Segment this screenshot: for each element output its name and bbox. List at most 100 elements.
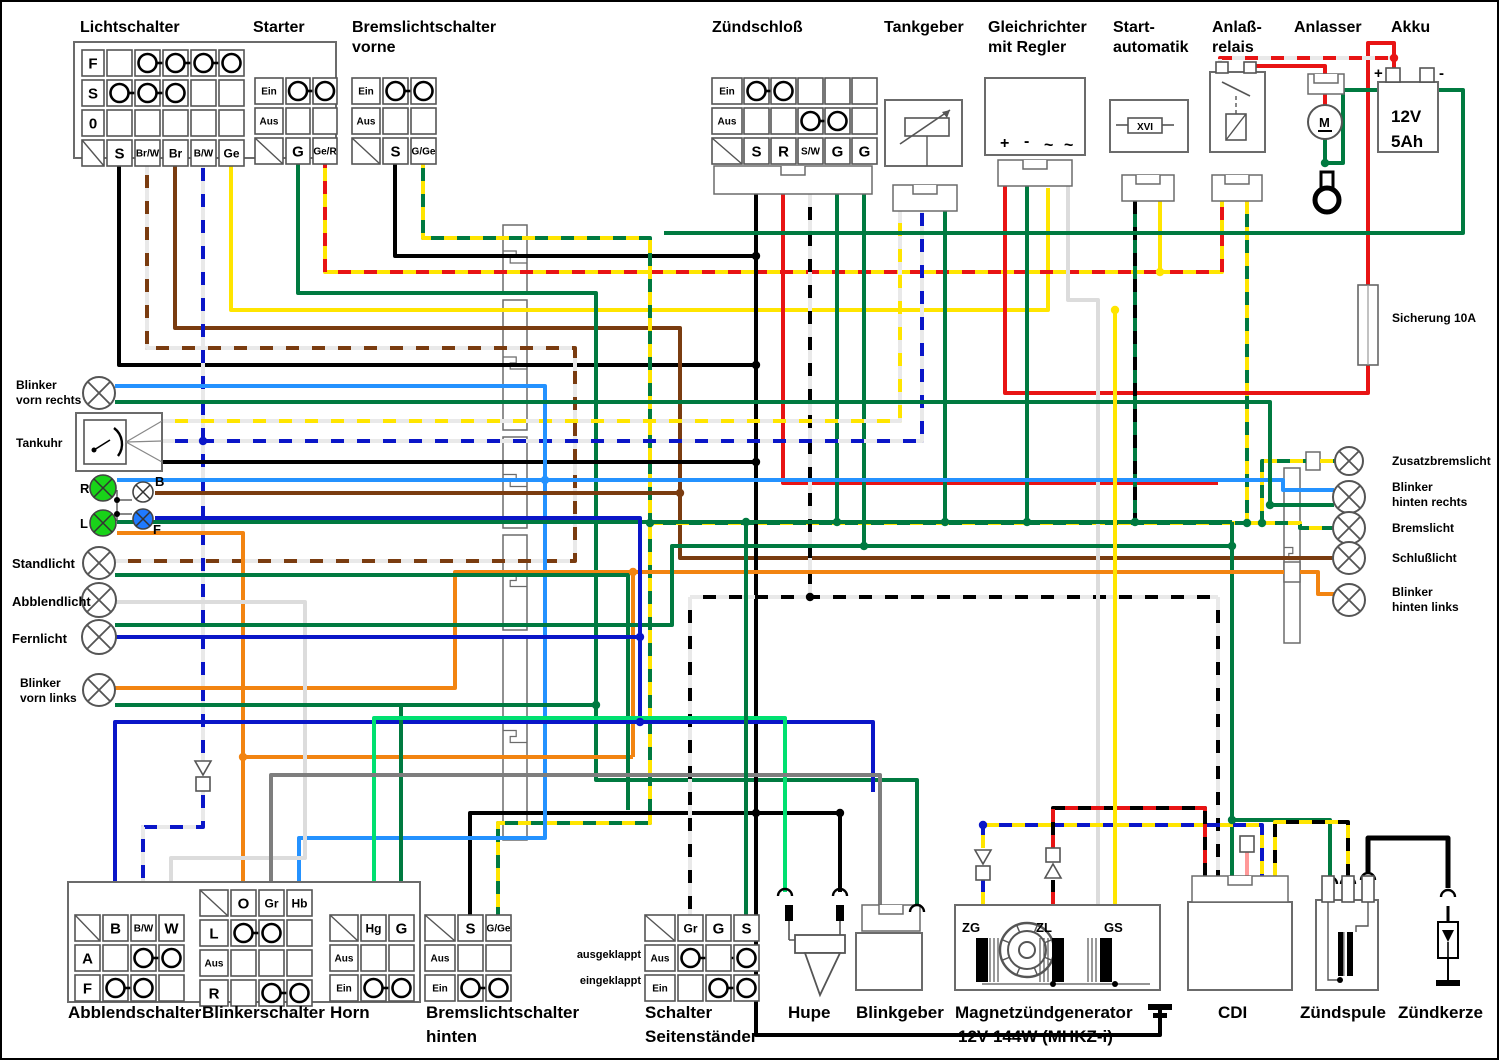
svg-text:+: +	[1000, 135, 1009, 152]
svg-text:G: G	[859, 143, 871, 160]
anlassrelais-connector	[1211, 174, 1263, 202]
bremslichtschalter-vorne-grid: Ein Aus S G/Ge	[351, 77, 437, 165]
svg-text:Tankuhr: Tankuhr	[16, 436, 63, 450]
svg-text:Starter: Starter	[253, 19, 305, 36]
svg-text:S: S	[114, 145, 124, 162]
svg-text:Aus: Aus	[260, 117, 279, 128]
svg-text:Ge: Ge	[223, 146, 239, 160]
wire-bremslicht-bus	[650, 459, 1306, 525]
svg-text:hinten links: hinten links	[1392, 600, 1459, 614]
svg-text:hinten rechts: hinten rechts	[1392, 495, 1468, 509]
wire-gleich-weiss	[1066, 186, 1100, 905]
svg-text:B/W: B/W	[194, 149, 214, 160]
svg-text:Ein: Ein	[336, 984, 352, 995]
svg-text:S: S	[465, 920, 475, 937]
svg-text:Abblendschalter: Abblendschalter	[68, 1003, 202, 1022]
svg-text:relais: relais	[1212, 39, 1254, 56]
startautomatik-symbol: XVI	[1116, 117, 1174, 134]
wire-brems-hupe-schwarz	[468, 811, 842, 915]
svg-text:Blinker: Blinker	[16, 378, 57, 392]
wire-licht-s-schwarz	[117, 155, 756, 367]
wire-bremsv-schwarz	[393, 155, 756, 258]
svg-text:Blinker: Blinker	[1392, 480, 1433, 494]
abblendschalter-grid: B B/W W AF	[74, 914, 185, 1002]
svg-text:Standlicht: Standlicht	[12, 556, 76, 571]
svg-text:Anlasser: Anlasser	[1294, 19, 1362, 36]
svg-text:Aus: Aus	[335, 954, 354, 965]
hupe-symbol	[785, 905, 846, 998]
svg-text:~: ~	[1044, 137, 1053, 154]
standlicht-lamp	[82, 546, 116, 580]
svg-text:Ein: Ein	[719, 87, 735, 98]
blinker-vorn-links-lamp	[82, 673, 116, 707]
anlasser-motor	[1307, 104, 1343, 215]
svg-text:Aus: Aus	[357, 117, 376, 128]
wire-blinkgeber-grau	[269, 773, 882, 905]
svg-text:B/W: B/W	[134, 924, 154, 935]
wire-gleich-rot-sicherung	[1003, 186, 1370, 395]
akku-box	[1377, 81, 1439, 153]
svg-text:S: S	[741, 920, 751, 937]
svg-text:Ein: Ein	[358, 87, 374, 98]
svg-text:~: ~	[1064, 137, 1073, 154]
svg-text:Gr: Gr	[683, 921, 697, 935]
svg-text:mit Regler: mit Regler	[988, 39, 1066, 56]
svg-text:Seitenständer: Seitenständer	[645, 1027, 758, 1046]
svg-text:-: -	[1439, 65, 1444, 82]
wires	[113, 41, 1465, 1037]
svg-text:Aus: Aus	[431, 954, 450, 965]
bremslicht-lamp	[1332, 511, 1366, 545]
blinkgeber-box	[855, 932, 923, 991]
wire-zl-schwarz-rot-b	[1051, 806, 1207, 876]
svg-text:Anlaß-: Anlaß-	[1212, 19, 1262, 36]
plug-connectors	[713, 73, 1345, 932]
svg-text:Schlußlicht: Schlußlicht	[1392, 551, 1457, 565]
svg-text:hinten: hinten	[426, 1027, 477, 1046]
svg-text:Aus: Aus	[205, 959, 224, 970]
svg-text:R: R	[778, 143, 789, 160]
svg-text:Blinker: Blinker	[1392, 585, 1433, 599]
svg-text:F: F	[153, 522, 161, 537]
svg-text:XVI: XVI	[1137, 122, 1153, 133]
tankgeber-connector	[892, 184, 958, 212]
wire-cdi-schwarz-gelb	[1273, 820, 1350, 876]
svg-text:Zündspule: Zündspule	[1300, 1003, 1386, 1022]
svg-text:B: B	[155, 474, 164, 489]
diodes	[193, 760, 1255, 881]
svg-text:Bremslicht: Bremslicht	[1392, 521, 1454, 535]
svg-text:F: F	[88, 55, 97, 72]
svg-text:CDI: CDI	[1218, 1003, 1247, 1022]
zusatzbremslicht-lamp	[1334, 446, 1364, 476]
tankgeber-symbol	[899, 109, 951, 166]
svg-text:F: F	[83, 980, 92, 997]
svg-text:Bremslichtschalter: Bremslichtschalter	[352, 19, 496, 36]
blinker-hinten-rechts-lamp	[1332, 480, 1366, 514]
wire-blinker-vr-hellblau	[115, 384, 547, 890]
seitenstaender-grid: Gr G S Aus Ein	[644, 914, 760, 1002]
bremslichtschalter-hinten-grid: S G/Ge Aus Ein	[424, 914, 512, 1002]
blinker-vorn-rechts-lamp	[82, 376, 116, 410]
wire-blinker-vl-orange	[115, 570, 1284, 690]
svg-text:ausgeklappt: ausgeklappt	[577, 949, 642, 961]
abblendlicht-lamp	[81, 582, 117, 618]
svg-text:Zündkerze: Zündkerze	[1398, 1003, 1483, 1022]
wire-abblend-b-blau	[113, 720, 640, 915]
schlusslicht-lamp	[1332, 541, 1366, 575]
svg-text:Blinkerschalter: Blinkerschalter	[202, 1003, 325, 1022]
svg-text:+: +	[1374, 65, 1383, 82]
svg-text:Magnetzündgenerator: Magnetzündgenerator	[955, 1003, 1133, 1022]
bottom-labels: Abblendschalter Blinkerschalter Horn Bremsl…	[68, 1003, 1483, 1046]
header-labels: Lichtschalter Starter Bremslichtschalter vo…	[80, 19, 1430, 56]
wire-starter-gruen	[296, 155, 919, 905]
svg-text:-: -	[1024, 133, 1029, 150]
svg-text:G: G	[396, 920, 408, 937]
svg-text:12V 144W (MHKZ-i): 12V 144W (MHKZ-i)	[958, 1027, 1113, 1046]
svg-text:Gr: Gr	[264, 896, 278, 910]
svg-text:Tankgeber: Tankgeber	[884, 19, 964, 36]
svg-text:Aus: Aus	[718, 117, 737, 128]
